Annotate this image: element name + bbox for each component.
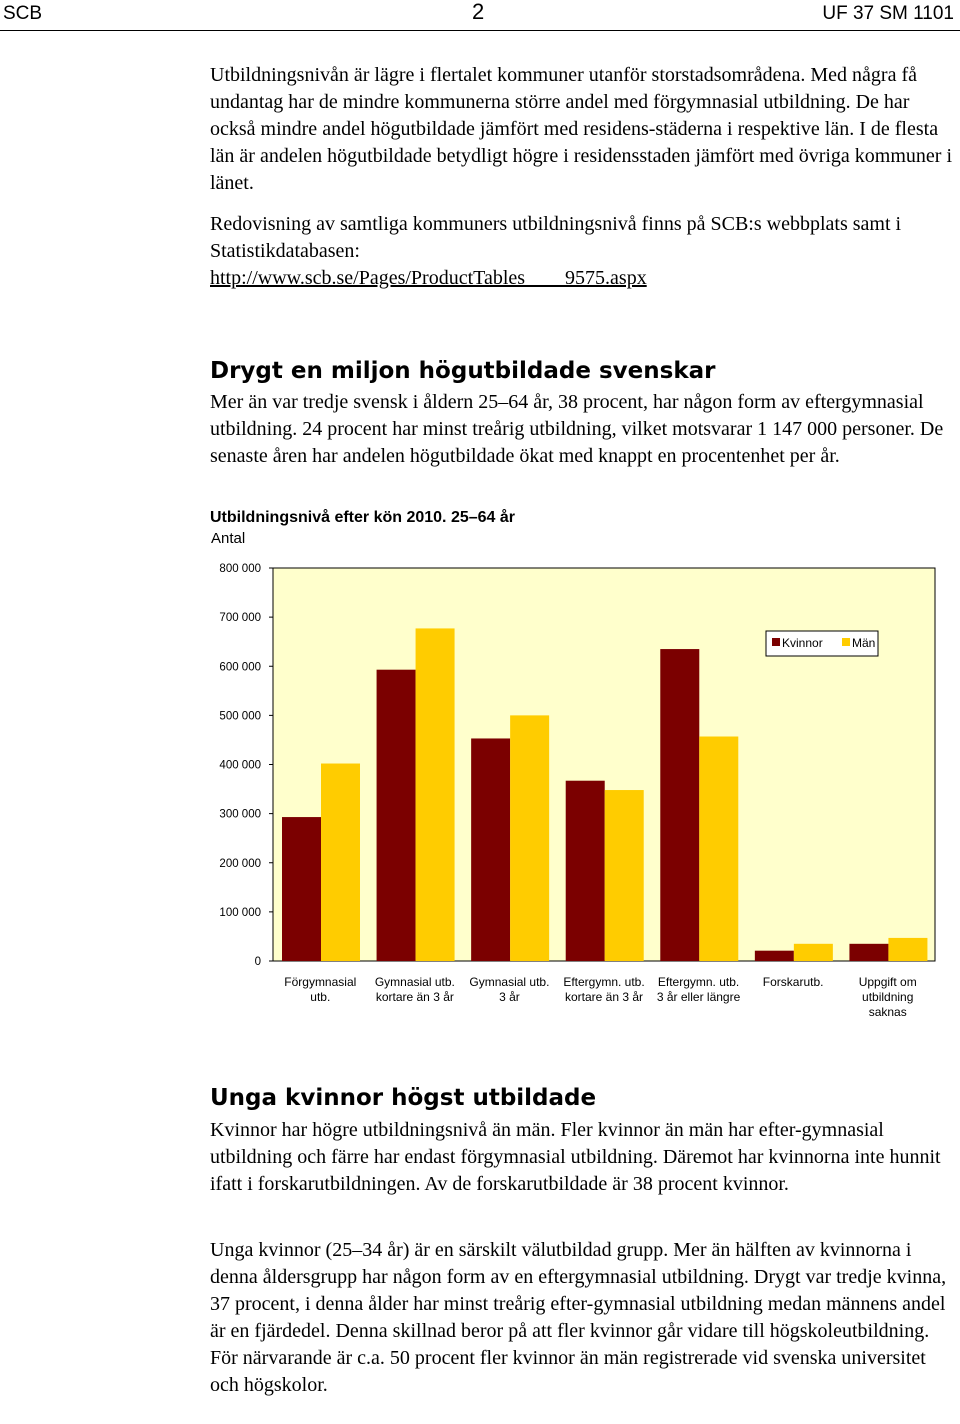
x-tick-label: Forskarutb.: [763, 975, 824, 989]
bar-kvinnor: [282, 817, 321, 961]
y-tick-label: 100 000: [219, 907, 261, 919]
x-tick-label: Eftergymn. utb.: [658, 975, 739, 989]
x-tick-label: 3 år: [499, 990, 520, 1004]
x-tick-label: Gymnasial utb.: [469, 975, 549, 989]
statistikdatabasen-link[interactable]: http://www.scb.se/Pages/ProductTables___…: [210, 267, 647, 289]
intro-paragraph-2: Redovisning av samtliga kommuners utbild…: [210, 211, 958, 292]
y-tick-label: 600 000: [219, 661, 261, 673]
bar-chart: 0 100 000 200 000 300 000 400 000 500 000 600 …: [219, 563, 936, 1019]
legend-box: [765, 630, 879, 657]
y-tick-label: 500 000: [219, 710, 261, 722]
x-tick-label: 3 år eller längre: [657, 990, 741, 1004]
x-tick-label: utb.: [310, 990, 330, 1004]
x-tick-label: Eftergymn. utb.: [563, 975, 644, 989]
legend-swatch: [842, 638, 850, 646]
intro-text: Redovisning av samtliga kommuners utbild…: [210, 213, 902, 262]
x-tick-label: Förgymnasial: [284, 975, 356, 989]
chart-y-label: Antal: [211, 530, 246, 547]
y-tick-label: 0: [255, 956, 261, 968]
y-tick-label: 300 000: [219, 809, 261, 821]
page-header: SCB 2 UF 37 SM 1101: [0, 0, 960, 31]
bar-kvinnor: [565, 780, 605, 961]
y-tick-label: 800 000: [219, 563, 261, 575]
document-code: UF 37 SM 1101: [822, 3, 954, 24]
bar-kvinnor: [376, 669, 416, 961]
x-tick-label: Gymnasial utb.: [375, 975, 455, 989]
page-number: 2: [472, 0, 485, 24]
section1-paragraph: Mer än var tredje svensk i åldern 25–64 …: [210, 391, 944, 467]
section-heading-1: Drygt en miljon högutbildade svenskar: [210, 358, 716, 384]
bar-kvinnor: [471, 738, 511, 961]
legend-label: Kvinnor: [782, 636, 823, 650]
bar-kvinnor: [754, 950, 794, 961]
bar-män: [888, 937, 928, 961]
bar-kvinnor: [849, 943, 889, 961]
x-tick-label: Uppgift om: [859, 975, 917, 989]
bar-män: [510, 715, 550, 961]
intro-paragraph: Utbildningsnivån är lägre i flertalet ko…: [210, 64, 953, 194]
y-tick-label: 700 000: [219, 612, 261, 624]
x-tick-label: kortare än 3 år: [565, 990, 643, 1004]
bar-män: [604, 790, 644, 961]
bar-män: [793, 943, 833, 961]
x-tick-label: kortare än 3 år: [376, 990, 454, 1004]
bar-kvinnor: [660, 649, 700, 961]
legend-label: Män: [852, 636, 875, 650]
bar-män: [699, 736, 739, 961]
y-tick-label: 400 000: [219, 760, 261, 772]
section-heading-2: Unga kvinnor högst utbildade: [210, 1085, 597, 1111]
header-org: SCB: [3, 3, 43, 24]
bar-män: [415, 628, 455, 961]
section2-paragraph-2: Unga kvinnor (25–34 år) är en särskilt v…: [210, 1239, 947, 1396]
section2-paragraph-1: Kvinnor har högre utbildningsnivå än män…: [210, 1119, 941, 1195]
y-tick-label: 200 000: [219, 858, 261, 870]
chart-title: Utbildningsnivå efter kön 2010. 25–64 år: [210, 509, 516, 526]
legend-swatch: [772, 638, 780, 646]
x-tick-label: utbildning: [862, 990, 913, 1004]
bar-män: [321, 763, 360, 961]
x-tick-label: saknas: [869, 1005, 907, 1019]
